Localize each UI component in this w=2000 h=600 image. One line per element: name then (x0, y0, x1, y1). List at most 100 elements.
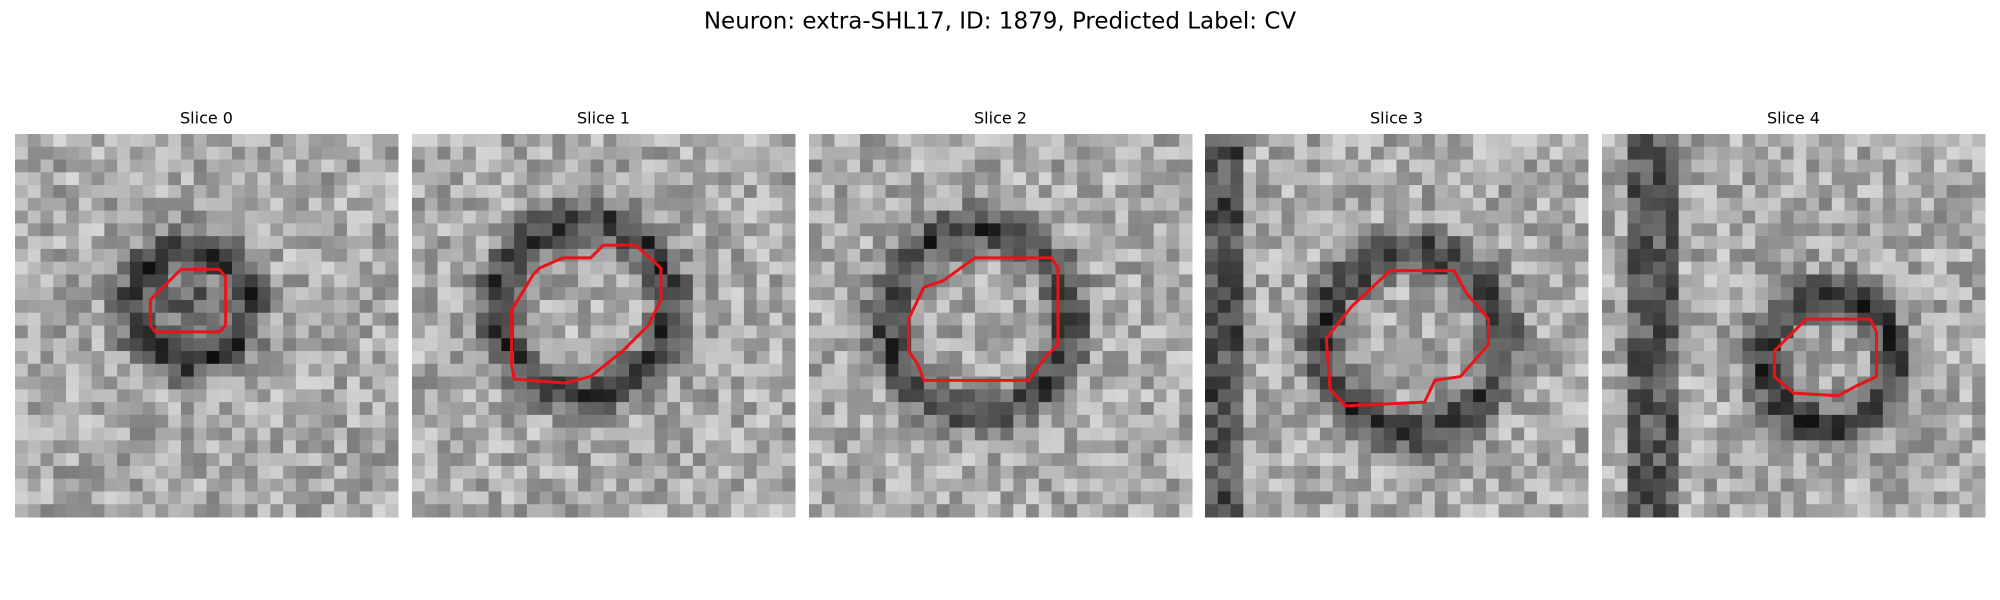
pixel (756, 146, 770, 161)
pixel (641, 197, 656, 212)
pixel (769, 299, 783, 314)
pixel (1562, 248, 1576, 263)
pixel (1511, 325, 1525, 339)
pixel (1281, 299, 1295, 314)
pixel (872, 287, 887, 301)
pixel (501, 465, 515, 480)
pixel (450, 453, 464, 467)
pixel (346, 427, 361, 441)
pixel (1473, 236, 1487, 250)
pixel (1857, 363, 1871, 378)
pixel (1819, 351, 1833, 365)
pixel (1089, 223, 1104, 237)
pixel (1307, 427, 1321, 441)
pixel (1256, 248, 1270, 263)
pixel (860, 210, 874, 224)
pixel (1716, 287, 1731, 301)
pixel (1691, 376, 1705, 390)
pixel (1972, 159, 1986, 173)
pixel (821, 299, 836, 314)
pixel (488, 465, 502, 480)
pixel (1729, 274, 1743, 288)
pixel (1102, 440, 1116, 454)
pixel (1166, 159, 1180, 173)
pixel (565, 465, 579, 480)
pixel (782, 146, 796, 161)
pixel (450, 185, 464, 199)
pixel (412, 414, 426, 429)
pixel (1665, 427, 1680, 441)
pixel (1243, 414, 1257, 429)
pixel (577, 427, 592, 441)
pixel (821, 236, 836, 250)
pixel (424, 287, 439, 301)
pixel (756, 402, 770, 416)
pixel (142, 248, 156, 263)
pixel (705, 159, 719, 173)
pixel (283, 376, 297, 390)
pixel (372, 159, 386, 173)
pixel (872, 440, 887, 454)
pixel (1933, 299, 1948, 314)
pixel (372, 453, 386, 467)
pixel (1831, 261, 1846, 275)
pixel (91, 312, 105, 326)
pixel (1742, 134, 1756, 148)
pixel (692, 440, 707, 454)
pixel (1959, 274, 1973, 288)
pixel (1281, 172, 1295, 186)
pixel (359, 236, 373, 250)
pixel (104, 287, 118, 301)
pixel (1729, 210, 1743, 224)
pixel (1575, 363, 1589, 378)
pixel (488, 389, 502, 403)
pixel (1000, 146, 1014, 161)
pixel (295, 440, 310, 454)
pixel (1307, 134, 1321, 148)
pixel (1179, 376, 1193, 390)
pixel (1831, 440, 1846, 454)
pixel (1179, 325, 1193, 339)
pixel (1294, 236, 1308, 250)
pixel (898, 453, 912, 467)
pixel (834, 351, 848, 365)
pixel (1793, 363, 1807, 378)
pixel (1140, 478, 1155, 492)
pixel (193, 427, 207, 441)
pixel (1575, 338, 1589, 352)
pixel (1026, 440, 1040, 454)
pixel (1614, 427, 1629, 441)
pixel (1665, 312, 1680, 326)
pixel (1921, 389, 1935, 403)
pixel (680, 172, 694, 186)
pixel (1460, 248, 1474, 263)
pixel (731, 427, 745, 441)
figure-title: Neuron: extra-SHL17, ID: 1879, Predicted… (704, 9, 1297, 35)
pixel (1678, 453, 1692, 467)
pixel (334, 389, 348, 403)
pixel (308, 465, 322, 480)
pixel (1972, 414, 1986, 429)
pixel (1933, 185, 1948, 199)
pixel (15, 402, 29, 416)
pixel (334, 376, 348, 390)
pixel (1844, 248, 1858, 263)
pixel (1498, 504, 1512, 518)
pixel (1447, 338, 1461, 352)
pixel (1653, 351, 1667, 365)
pixel (206, 338, 220, 352)
pixel (1536, 478, 1551, 492)
pixel (731, 159, 745, 173)
pixel (1307, 389, 1321, 403)
pixel (1653, 491, 1667, 505)
pixel (1972, 465, 1986, 480)
pixel (1038, 414, 1053, 429)
pixel (142, 440, 156, 454)
pixel (962, 491, 976, 505)
pixel (692, 453, 707, 467)
pixel (129, 172, 144, 186)
pixel (526, 197, 541, 212)
pixel (283, 351, 297, 365)
pixel (168, 491, 182, 505)
pixel (1921, 312, 1935, 326)
